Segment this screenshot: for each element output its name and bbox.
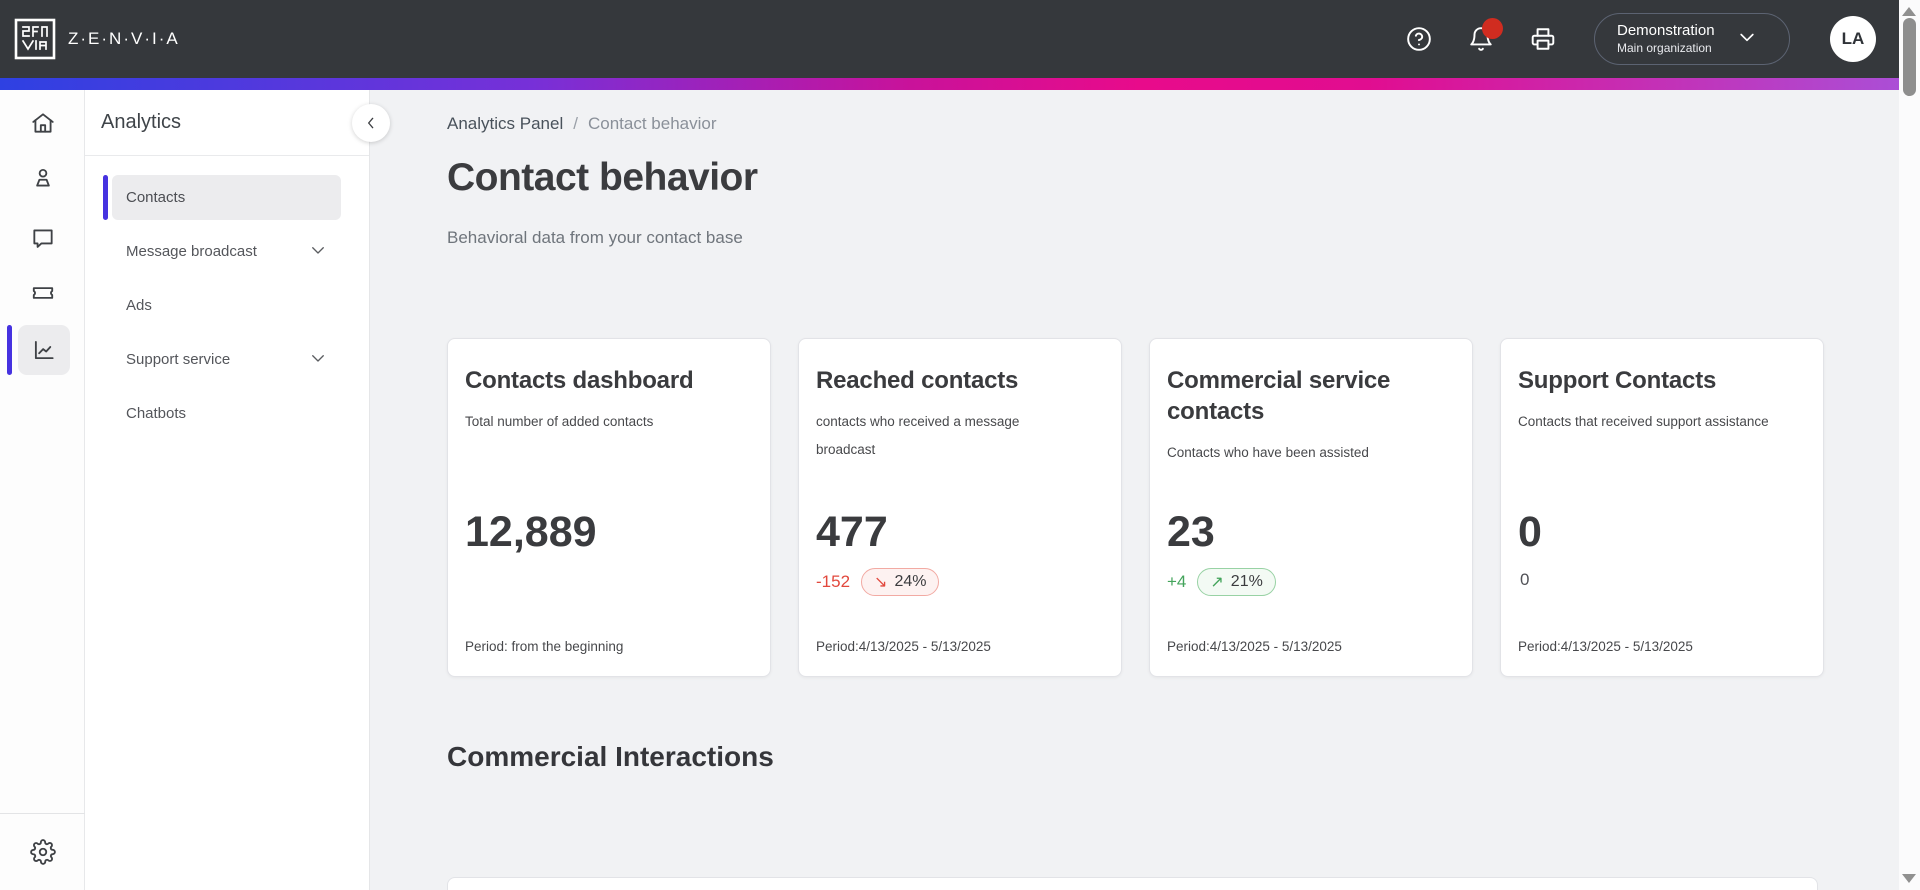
topbar-actions: Demonstration Main organization LA <box>1370 13 1899 65</box>
scrollbar-thumb[interactable] <box>1903 18 1916 96</box>
card-delta-row: +4 ↗ 21% <box>1167 567 1276 597</box>
menu-item-label: Message broadcast <box>126 243 257 260</box>
rail-divider <box>0 813 85 814</box>
card-description: Contacts who have been assisted <box>1167 445 1369 460</box>
notification-unread-dot <box>1482 18 1503 39</box>
chevron-down-icon <box>309 349 327 371</box>
chevron-left-icon <box>368 117 374 129</box>
analytics-icon[interactable] <box>18 325 70 375</box>
tickets-icon[interactable] <box>0 270 85 316</box>
avatar[interactable]: LA <box>1830 16 1876 62</box>
card-period: Period:4/13/2025 - 5/13/2025 <box>1518 639 1693 654</box>
brand-wordmark: Z·E·N·V·I·A <box>68 29 180 48</box>
card-support-contacts: Support Contacts Contacts that received … <box>1500 338 1824 677</box>
menu-item-message-broadcast[interactable]: Message broadcast <box>112 229 341 274</box>
breadcrumb-analytics-panel[interactable]: Analytics Panel <box>447 114 564 133</box>
contacts-icon[interactable] <box>0 155 85 201</box>
delta-value: +4 <box>1167 572 1187 591</box>
analytics-menu: Contacts Message broadcast Ads Support s… <box>85 156 369 436</box>
kpi-cards-row: Contacts dashboard Total number of added… <box>447 338 1824 677</box>
card-contacts-dashboard: Contacts dashboard Total number of added… <box>447 338 771 677</box>
menu-item-support-service[interactable]: Support service <box>112 337 341 382</box>
panel-collapse-button[interactable] <box>352 104 390 142</box>
settings-icon[interactable] <box>0 829 85 875</box>
scrollbar-down-arrow[interactable] <box>1902 874 1916 883</box>
trend-percent: 21% <box>1230 573 1263 590</box>
chevron-down-icon <box>1737 27 1757 52</box>
organization-subtitle: Main organization <box>1617 40 1712 55</box>
card-description: Contacts that received support assistanc… <box>1518 414 1769 429</box>
organization-info: Demonstration Main organization <box>1617 22 1715 56</box>
trend-up-arrow-icon: ↗ <box>1210 574 1224 591</box>
analytics-panel: Analytics Contacts Message broadcast Ads… <box>85 90 370 890</box>
page-title: Contact behavior <box>447 156 758 199</box>
main-content: Analytics Panel / Contact behavior Conta… <box>371 90 1899 890</box>
card-title: Reached contacts <box>816 367 1019 394</box>
printer-icon[interactable] <box>1530 26 1556 52</box>
card-period: Period: from the beginning <box>465 639 624 654</box>
card-value: 477 <box>816 508 888 556</box>
trend-down-arrow-icon: ↘ <box>874 574 888 591</box>
icon-rail <box>0 90 85 890</box>
breadcrumb-separator: / <box>573 114 578 133</box>
card-description: Total number of added contacts <box>465 414 654 429</box>
card-period: Period:4/13/2025 - 5/13/2025 <box>816 639 991 654</box>
card-value: 0 <box>1518 508 1542 556</box>
help-icon[interactable] <box>1406 26 1432 52</box>
card-value: 12,889 <box>465 508 597 556</box>
card-title: Commercial service contacts <box>1167 367 1391 425</box>
menu-item-label: Ads <box>126 297 152 314</box>
chevron-down-icon <box>309 241 327 263</box>
panel-title: Analytics <box>101 111 182 133</box>
menu-item-chatbots[interactable]: Chatbots <box>112 391 341 436</box>
organization-switcher[interactable]: Demonstration Main organization <box>1594 13 1790 65</box>
section-title-commercial-interactions: Commercial Interactions <box>447 741 774 772</box>
breadcrumb: Analytics Panel / Contact behavior <box>447 114 717 134</box>
card-period: Period:4/13/2025 - 5/13/2025 <box>1167 639 1342 654</box>
conversations-icon[interactable] <box>0 215 85 261</box>
topbar: Z·E·N·V·I·A Demonstratio <box>0 0 1899 78</box>
vertical-scrollbar[interactable] <box>1899 0 1920 890</box>
card-secondary-value: 0 <box>1520 570 1530 589</box>
menu-item-label: Chatbots <box>126 405 187 422</box>
page-subtitle: Behavioral data from your contact base <box>447 228 743 247</box>
panel-divider <box>85 155 369 156</box>
menu-item-ads[interactable]: Ads <box>112 283 341 328</box>
notifications-icon[interactable] <box>1468 18 1503 52</box>
card-reached-contacts: Reached contacts contacts who received a… <box>798 338 1122 677</box>
menu-item-contacts[interactable]: Contacts <box>103 175 341 220</box>
scrollbar-up-arrow[interactable] <box>1902 7 1916 16</box>
zenvia-logo-icon[interactable] <box>14 18 56 60</box>
home-icon[interactable] <box>0 100 85 146</box>
trend-percent: 24% <box>894 573 927 590</box>
rail-active-indicator <box>7 325 12 375</box>
organization-name: Demonstration <box>1617 22 1715 40</box>
menu-item-label: Support service <box>126 351 231 368</box>
trend-badge: ↗ 21% <box>1197 568 1276 596</box>
commercial-interactions-card-partial <box>447 877 1818 890</box>
breadcrumb-current: Contact behavior <box>587 114 717 133</box>
card-title: Support Contacts <box>1518 367 1717 394</box>
card-title: Contacts dashboard <box>465 367 694 394</box>
card-delta-row: -152 ↘ 24% <box>816 567 940 597</box>
card-commercial-service-contacts: Commercial service contacts Contacts who… <box>1149 338 1473 677</box>
trend-badge: ↘ 24% <box>861 568 940 596</box>
menu-item-label: Contacts <box>126 189 186 206</box>
card-value: 23 <box>1167 508 1215 556</box>
brand-gradient-strip <box>0 78 1899 90</box>
card-description: contacts who received a message broadcas… <box>816 414 1020 457</box>
avatar-initials: LA <box>1841 29 1865 48</box>
delta-value: -152 <box>816 572 851 591</box>
